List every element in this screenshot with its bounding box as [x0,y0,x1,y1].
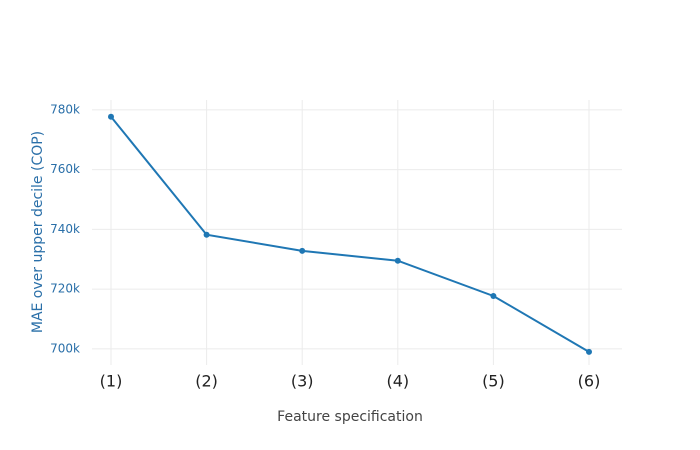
y-tick-label: 780k [50,102,80,116]
x-tick-label: (2) [195,372,218,391]
x-tick-label: (5) [482,372,505,391]
point [108,113,114,120]
point [299,247,306,254]
line [110,116,590,353]
y-tick-label: 740k [50,222,80,236]
y-tick-label: 700k [50,341,80,355]
y-tick-label: 760k [50,162,80,176]
point [394,257,401,264]
x-tick-label: (6) [578,372,601,391]
y-tick-label: 720k [50,282,80,296]
x-tick-label: (4) [386,372,409,391]
point [586,348,592,355]
x-tick-label: (1) [100,372,123,391]
x-axis-title: Feature specification [277,409,423,425]
point [203,231,210,238]
point [490,292,497,299]
y-axis-title: MAE over upper decile (COP) [30,131,46,333]
x-tick-label: (3) [291,372,314,391]
